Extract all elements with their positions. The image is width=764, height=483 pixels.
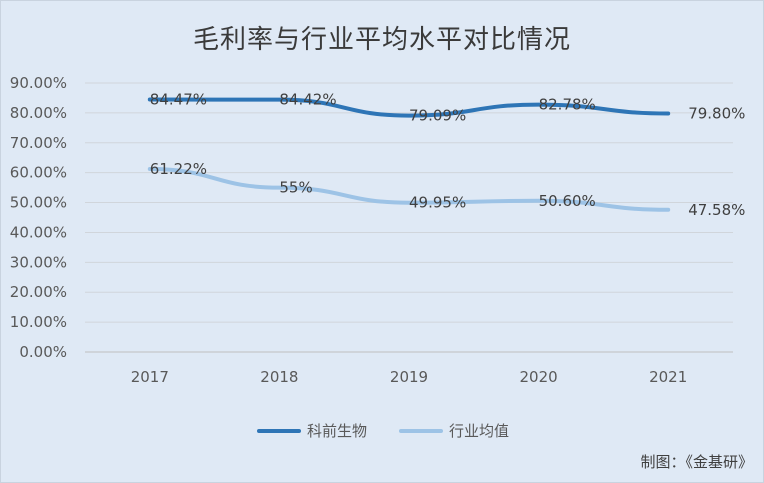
series-line — [147, 97, 671, 118]
data-label: 79.80% — [688, 104, 745, 122]
data-label: 84.42% — [279, 91, 336, 109]
series-lines — [147, 97, 671, 212]
legend: 科前生物 行业均值 — [257, 422, 509, 440]
y-tick-label: 40.00% — [10, 223, 67, 241]
x-tick-label: 2021 — [649, 368, 687, 386]
data-label: 79.09% — [409, 107, 466, 125]
y-tick-label: 80.00% — [10, 104, 67, 122]
data-label: 47.58% — [688, 201, 745, 219]
legend-label: 科前生物 — [307, 422, 367, 440]
data-label: 84.47% — [150, 91, 207, 109]
series-line — [147, 167, 671, 212]
data-label: 49.95% — [409, 194, 466, 212]
data-label: 82.78% — [539, 96, 596, 114]
data-label: 50.60% — [539, 192, 596, 210]
y-tick-label: 20.00% — [10, 283, 67, 301]
data-labels: 84.47% 84.42% 79.09% 82.78% 79.80% 61.22% 55% 4… — [150, 91, 746, 219]
x-axis-ticks: 2017 2018 2019 2020 2021 — [131, 368, 688, 386]
y-tick-label: 30.00% — [10, 253, 67, 271]
credit-text: 制图：《金基研》 — [640, 453, 753, 471]
data-label: 61.22% — [150, 160, 207, 178]
y-tick-label: 0.00% — [19, 343, 67, 361]
y-tick-label: 10.00% — [10, 313, 67, 331]
data-label: 55% — [279, 179, 312, 197]
y-axis-ticks: 0.00% 10.00% 20.00% 30.00% 40.00% 50.00% 60.00… — [10, 74, 67, 361]
x-tick-label: 2017 — [131, 368, 169, 386]
legend-label: 行业均值 — [449, 422, 509, 440]
x-tick-label: 2019 — [390, 368, 428, 386]
x-tick-label: 2020 — [520, 368, 558, 386]
y-tick-label: 50.00% — [10, 194, 67, 212]
y-tick-label: 90.00% — [10, 74, 67, 92]
chart-title: 毛利率与行业平均水平对比情况 — [192, 25, 571, 55]
y-tick-label: 60.00% — [10, 164, 67, 182]
y-tick-label: 70.00% — [10, 134, 67, 152]
x-tick-label: 2018 — [260, 368, 298, 386]
